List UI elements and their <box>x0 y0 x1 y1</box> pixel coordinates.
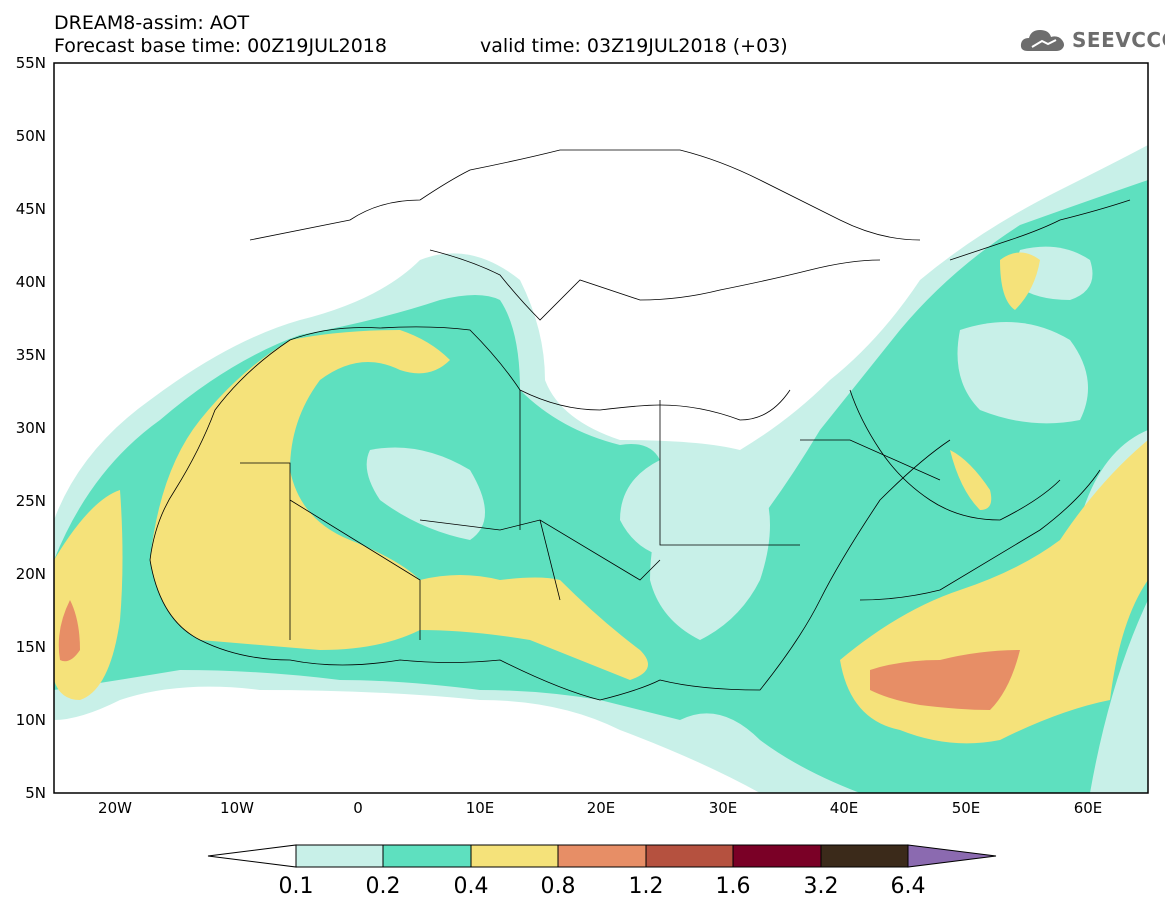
lon-label: 0 <box>353 799 363 817</box>
colorbar-segment <box>732 844 822 868</box>
lat-label: 55N <box>16 54 46 72</box>
lat-label: 45N <box>16 200 46 218</box>
lon-label: 10W <box>220 799 254 817</box>
colorbar-label: 3.2 <box>804 874 839 899</box>
colorbar-label: 0.8 <box>541 874 576 899</box>
aot-contour-0.1 <box>957 322 1088 424</box>
lat-label: 50N <box>16 127 46 145</box>
lat-label: 40N <box>16 273 46 291</box>
colorbar-segment <box>382 844 472 868</box>
aot-contour-0.8 <box>58 600 80 662</box>
lat-label: 30N <box>16 419 46 437</box>
cloud-icon <box>1020 30 1064 51</box>
longitude-labels: 20W 10W 0 10E 20E 30E 40E 50E 60E <box>98 799 1102 817</box>
lat-label: 25N <box>16 492 46 510</box>
colorbar-label: 0.2 <box>366 874 401 899</box>
colorbar: 0.1 0.2 0.4 0.8 1.2 1.6 3.2 6.4 <box>207 844 997 899</box>
aot-contour-0.4 <box>150 330 648 680</box>
colorbar-left-arrow <box>207 844 297 868</box>
lon-label: 20E <box>587 799 616 817</box>
lon-label: 10E <box>466 799 495 817</box>
seevccc-logo: SEEVCCC <box>1018 24 1165 56</box>
coastlines <box>149 149 1131 701</box>
aot-field <box>54 63 1148 793</box>
lon-label: 40E <box>830 799 859 817</box>
colorbar-label: 1.6 <box>716 874 751 899</box>
lon-label: 30E <box>709 799 738 817</box>
lat-label: 15N <box>16 638 46 656</box>
colorbar-label: 0.1 <box>279 874 314 899</box>
forecast-base-time: Forecast base time: 00Z19JUL2018 <box>54 35 387 57</box>
colorbar-segment <box>470 844 559 868</box>
colorbar-segment <box>820 844 909 868</box>
aot-contour-0.4 <box>1000 252 1040 310</box>
lat-label: 5N <box>25 784 46 802</box>
valid-time: valid time: 03Z19JUL2018 (+03) <box>480 35 788 57</box>
aot-contour-0.1 <box>650 466 770 640</box>
colorbar-segment <box>557 844 647 868</box>
lat-label: 20N <box>16 565 46 583</box>
lon-label: 20W <box>98 799 132 817</box>
latitude-labels: 5N 10N 15N 20N 25N 30N 35N 40N 45N 50N 5… <box>16 54 46 802</box>
colorbar-label: 6.4 <box>891 874 926 899</box>
lat-label: 10N <box>16 711 46 729</box>
aot-contour-0.1 <box>366 447 485 540</box>
lon-label: 50E <box>952 799 981 817</box>
model-title: DREAM8-assim: AOT <box>54 12 250 34</box>
aot-contour-0.8 <box>870 650 1020 710</box>
map-frame <box>53 62 1149 794</box>
lat-label: 35N <box>16 346 46 364</box>
aot-contour-0.4 <box>950 450 992 510</box>
colorbar-segment <box>645 844 734 868</box>
colorbar-right-arrow <box>907 844 997 868</box>
colorbar-segment <box>295 844 384 868</box>
logo-text: SEEVCCC <box>1072 28 1165 52</box>
lon-label: 60E <box>1074 799 1103 817</box>
colorbar-label: 1.2 <box>629 874 664 899</box>
colorbar-label: 0.4 <box>454 874 489 899</box>
